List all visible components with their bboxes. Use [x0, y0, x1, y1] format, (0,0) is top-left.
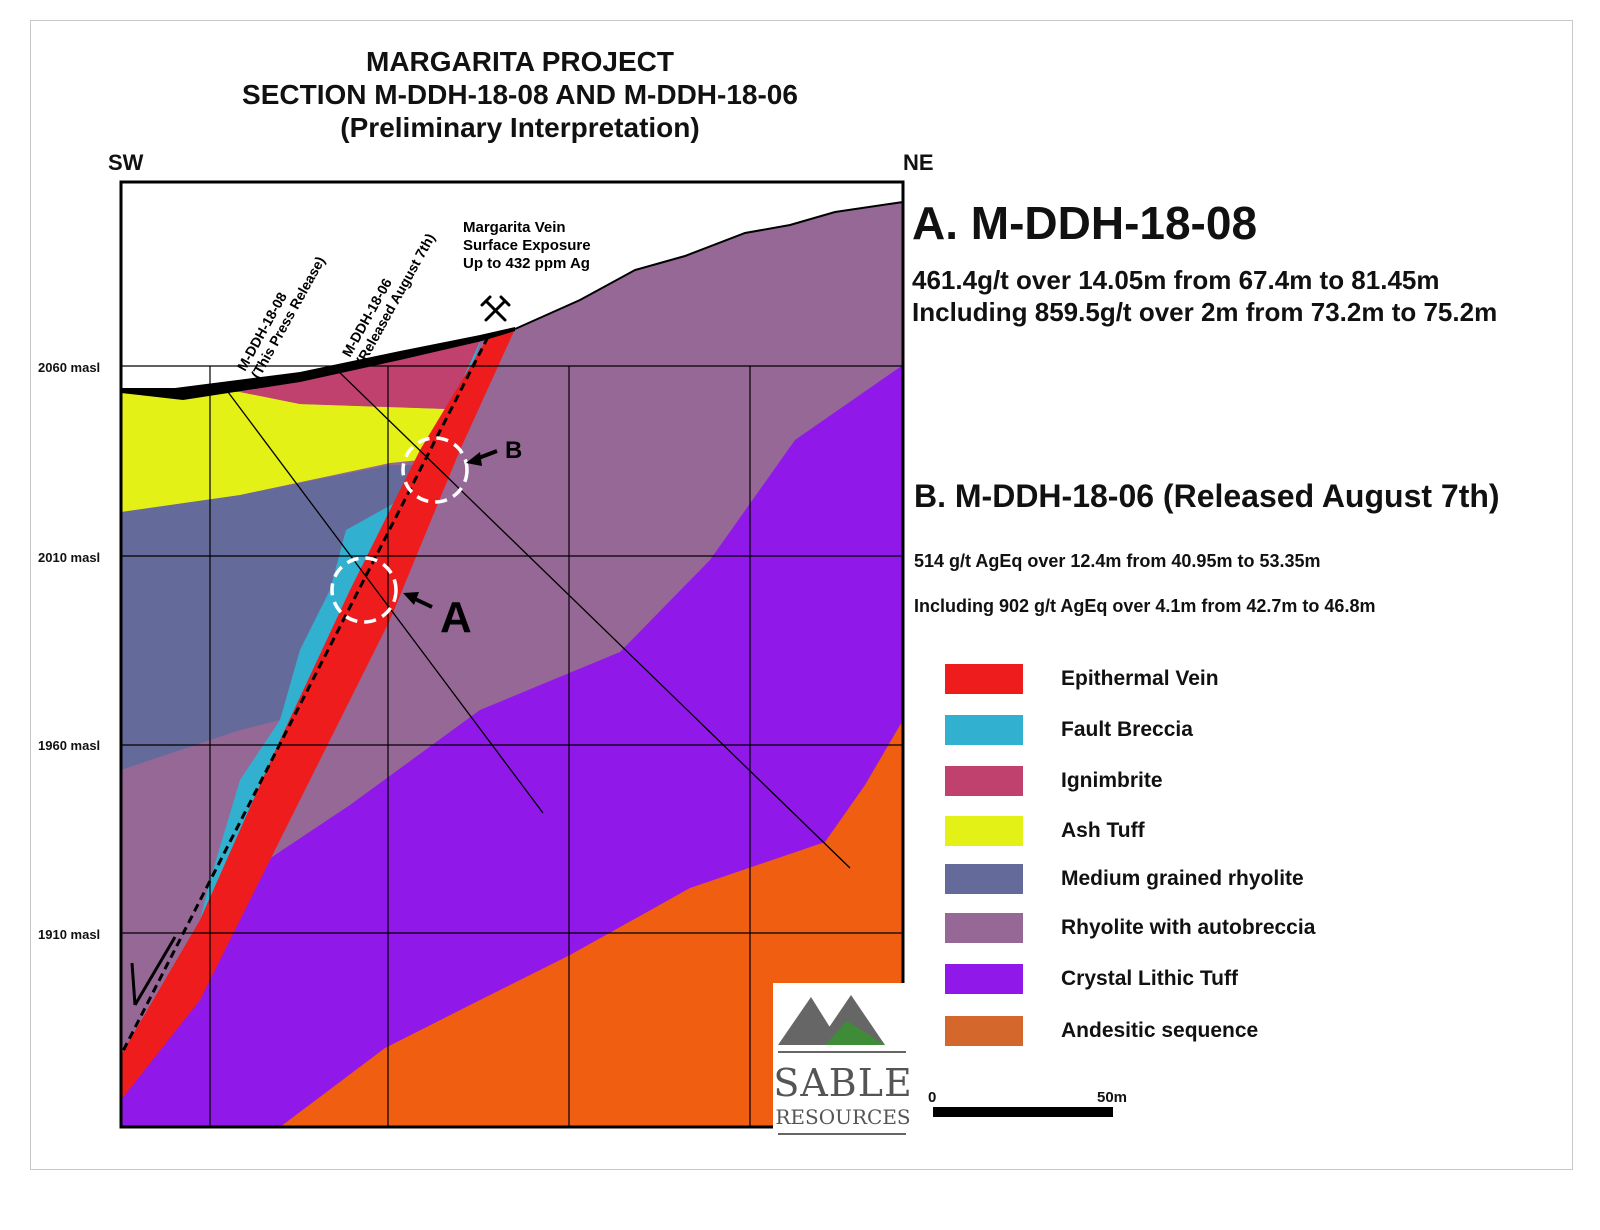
section-border — [119, 180, 905, 1129]
grid — [121, 365, 903, 1127]
legend-item-ash-tuff: Ash Tuff — [945, 815, 1145, 847]
result-b-line2: Including 902 g/t AgEq over 4.1m from 42… — [914, 596, 1376, 616]
legend-label: Crystal Lithic Tuff — [1061, 967, 1238, 990]
figure-frame — [30, 20, 1573, 1170]
vein-exposure-line1: Margarita Vein — [463, 219, 566, 236]
vein-exposure-line2: Surface Exposure — [463, 237, 591, 254]
drillhole-trace-18-08 — [224, 387, 544, 814]
unit-medium-rhyolite — [121, 465, 420, 770]
overburden-layer — [121, 327, 515, 400]
unit-epithermal-vein — [121, 329, 515, 1100]
legend-label: Medium grained rhyolite — [1061, 867, 1304, 890]
elevation-label-1910: 1910 masl — [38, 927, 101, 942]
marker-b: B — [505, 437, 522, 464]
result-a-heading: A. M-DDH-18-08 — [912, 197, 1258, 249]
section-title: SECTION M-DDH-18-08 AND M-DDH-18-06 — [242, 79, 798, 110]
interpretation-note: (Preliminary Interpretation) — [340, 112, 700, 143]
legend-label: Ash Tuff — [1061, 819, 1145, 842]
result-a-line2: Including 859.5g/t over 2m from 73.2m to… — [912, 297, 1498, 327]
arrow-a-icon — [403, 592, 433, 609]
legend-swatch — [945, 715, 1023, 745]
fault-sense-arrow-icon — [130, 936, 177, 1006]
legend-item-fault-breccia: Fault Breccia — [945, 714, 1193, 746]
legend-swatch — [945, 913, 1023, 943]
legend-item-medium-rhyolite: Medium grained rhyolite — [945, 863, 1304, 895]
logo-word-resources: RESOURCES — [775, 1105, 911, 1129]
result-b-heading: B. M-DDH-18-06 (Released August 7th) — [914, 478, 1500, 514]
legend-label: Ignimbrite — [1061, 769, 1163, 792]
elevation-label-2010: 2010 masl — [38, 550, 101, 565]
legend-item-crystal-lithic-tuff: Crystal Lithic Tuff — [945, 963, 1238, 995]
legend-item-andesitic-sequence: Andesitic sequence — [945, 1015, 1258, 1047]
result-b-line1: 514 g/t AgEq over 12.4m from 40.95m to 5… — [914, 551, 1321, 571]
marker-a: A — [440, 593, 472, 642]
elevation-label-2060: 2060 masl — [38, 360, 101, 375]
legend-swatch — [945, 1016, 1023, 1046]
intercept-circle-a — [330, 556, 398, 624]
legend-label: Rhyolite with autobreccia — [1061, 916, 1316, 939]
direction-sw: SW — [108, 150, 144, 175]
drillhole-trace-18-06 — [334, 367, 851, 869]
legend-swatch — [945, 766, 1023, 796]
hammer-pick-icon — [480, 295, 511, 322]
topographic-surface — [514, 201, 903, 330]
scale-bar — [933, 1107, 1113, 1117]
vein-exposure-line3: Up to 432 ppm Ag — [463, 255, 590, 272]
unit-andesitic-sequence — [280, 720, 903, 1127]
intercept-circle-b — [401, 436, 469, 504]
legend-swatch — [945, 964, 1023, 994]
legend-item-rhyolite-autobreccia: Rhyolite with autobreccia — [945, 912, 1315, 944]
logo-word-sable: SABLE — [773, 1061, 913, 1105]
legend-label: Fault Breccia — [1061, 718, 1193, 741]
arrow-b-icon — [466, 449, 498, 466]
legend-item-epithermal-vein: Epithermal Vein — [945, 663, 1219, 695]
legend-label: Epithermal Vein — [1061, 667, 1219, 690]
elevation-label-1960: 1960 masl — [38, 738, 101, 753]
legend-item-ignimbrite: Ignimbrite — [945, 765, 1163, 797]
result-a-line1: 461.4g/t over 14.05m from 67.4m to 81.45… — [912, 265, 1440, 295]
figure-title: MARGARITA PROJECT — [366, 46, 674, 77]
mountain-logo-icon — [778, 995, 906, 1053]
legend-swatch — [945, 864, 1023, 894]
scale-start-label: 0 — [928, 1089, 937, 1106]
direction-ne: NE — [903, 150, 934, 175]
legend-swatch — [945, 816, 1023, 846]
unit-ash-tuff — [121, 390, 445, 512]
legend-label: Andesitic sequence — [1061, 1019, 1259, 1042]
logo-underline — [778, 1133, 906, 1135]
legend-swatch — [945, 664, 1023, 694]
scale-end-label: 50m — [1097, 1089, 1128, 1106]
sable-resources-logo: SABLE RESOURCES — [773, 983, 913, 1147]
